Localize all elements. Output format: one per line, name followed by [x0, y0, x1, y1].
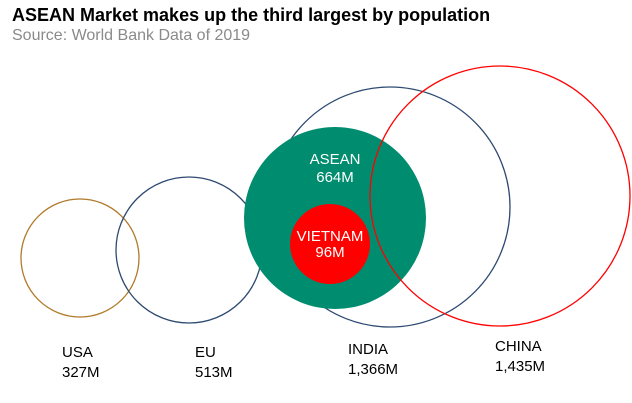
bubble-usa [20, 198, 140, 318]
label-china-name: CHINA [495, 338, 542, 355]
label-eu-value: 513M [195, 364, 233, 381]
label-usa-name: USA [62, 344, 93, 361]
label-india-name: INDIA [348, 341, 388, 358]
label-india-value: 1,366M [348, 361, 398, 378]
chart-title: ASEAN Market makes up the third largest … [12, 5, 491, 25]
label-china-value: 1,435M [495, 358, 545, 375]
label-asean-name: ASEAN [310, 151, 361, 168]
label-asean-value: 664M [316, 169, 354, 186]
label-vietnam-name: VIETNAM [297, 228, 364, 245]
chart-subtitle: Source: World Bank Data of 2019 [12, 27, 251, 44]
label-vietnam-value: 96M [315, 244, 344, 261]
label-eu-name: EU [195, 344, 216, 361]
label-usa-value: 327M [62, 364, 100, 381]
bubble-vietnam [290, 204, 370, 284]
bubble-china [369, 65, 631, 327]
